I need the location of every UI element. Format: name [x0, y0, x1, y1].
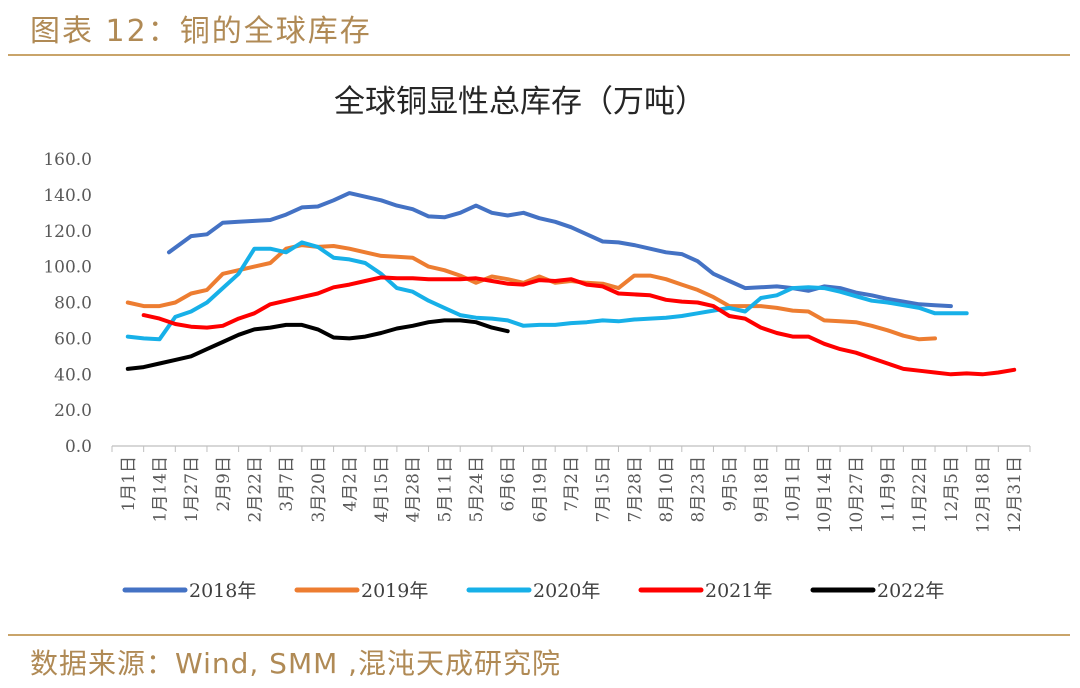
- legend-item: 2020年: [466, 580, 600, 602]
- x-tick-label: 7月28日: [625, 456, 645, 522]
- legend-item: 2022年: [810, 580, 944, 602]
- legend-label: 2022年: [877, 580, 944, 602]
- legend-label: 2020年: [533, 580, 600, 602]
- x-tick-label: 3月7日: [277, 456, 297, 512]
- x-axis: 1月1日 1月14日 1月27日 2月9日 2月22日 3月7日 3月20日 4月2日 4月15…: [111, 445, 1031, 533]
- series-line-2020年: [125, 240, 969, 342]
- y-tick-label: 100.0: [43, 258, 92, 278]
- x-tick-label: 2月9日: [214, 456, 234, 512]
- series-lines: [125, 191, 1017, 377]
- source-note: 数据来源：Wind, SMM ,混沌天成研究院: [30, 647, 562, 680]
- y-tick-label: 20.0: [54, 401, 92, 421]
- x-tick-label: 10月27日: [847, 456, 867, 533]
- x-tick-label: 8月10日: [657, 456, 677, 522]
- y-tick-label: 120.0: [43, 222, 92, 242]
- x-tick-label: 2月22日: [245, 456, 265, 522]
- legend-item: 2021年: [638, 580, 772, 602]
- legend-label: 2021年: [705, 580, 772, 602]
- chart-title: 全球铜显性总库存（万吨）: [334, 84, 706, 120]
- y-tick-label: 160.0: [43, 150, 92, 170]
- x-tick-label: 10月14日: [815, 456, 835, 533]
- x-tick-label: 4月2日: [340, 456, 360, 512]
- x-tick-label: 5月11日: [435, 456, 455, 522]
- chart: 全球铜显性总库存（万吨） 0.0 20.0 40.0 60.0 80.0 100.0 120…: [43, 84, 1031, 602]
- series-line-2021年: [141, 275, 1017, 377]
- y-tick-label: 40.0: [54, 365, 92, 385]
- x-tick-label: 1月27日: [182, 456, 202, 522]
- y-axis: 0.0 20.0 40.0 60.0 80.0 100.0 120.0 140.0 160.0: [43, 150, 92, 457]
- x-tick-label: 12月5日: [942, 456, 962, 522]
- x-tick-label: 8月23日: [689, 456, 709, 522]
- x-tick-label: 1月1日: [119, 456, 139, 512]
- y-tick-label: 80.0: [54, 294, 92, 314]
- page-title: 图表 12：铜的全球库存: [30, 14, 372, 49]
- x-tick-label: 9月5日: [720, 456, 740, 512]
- top-divider: [8, 54, 1070, 56]
- x-tick-label: 6月19日: [530, 456, 550, 522]
- x-tick-label: 7月2日: [562, 456, 582, 512]
- x-tick-label: 5月24日: [467, 456, 487, 522]
- x-tick-label: 11月9日: [879, 456, 899, 522]
- x-tick-label: 7月15日: [594, 456, 614, 522]
- series-line-2022年: [125, 318, 510, 371]
- legend-item: 2019年: [294, 580, 428, 602]
- x-tick-label: 6月6日: [499, 456, 519, 512]
- legend-item: 2018年: [122, 580, 256, 602]
- x-tick-label: 4月15日: [372, 456, 392, 522]
- x-tick-label: 9月18日: [752, 456, 772, 522]
- legend-label: 2019年: [361, 580, 428, 602]
- x-tick-label: 12月18日: [974, 456, 994, 533]
- series-line-2019年: [125, 243, 937, 342]
- x-tick-label: 3月20日: [309, 456, 329, 522]
- legend: 2018年 2019年 2020年 2021年 2022年: [122, 580, 944, 602]
- x-tick-label: 10月1日: [784, 456, 804, 522]
- y-tick-label: 0.0: [65, 437, 92, 457]
- x-tick-label: 1月14日: [150, 456, 170, 522]
- y-tick-label: 140.0: [43, 186, 92, 206]
- y-tick-label: 60.0: [54, 329, 92, 349]
- legend-label: 2018年: [189, 580, 256, 602]
- bottom-divider: [8, 634, 1070, 636]
- x-tick-label: 11月22日: [910, 456, 930, 533]
- x-tick-label: 4月28日: [404, 456, 424, 522]
- x-tick-label: 12月31日: [1005, 456, 1025, 533]
